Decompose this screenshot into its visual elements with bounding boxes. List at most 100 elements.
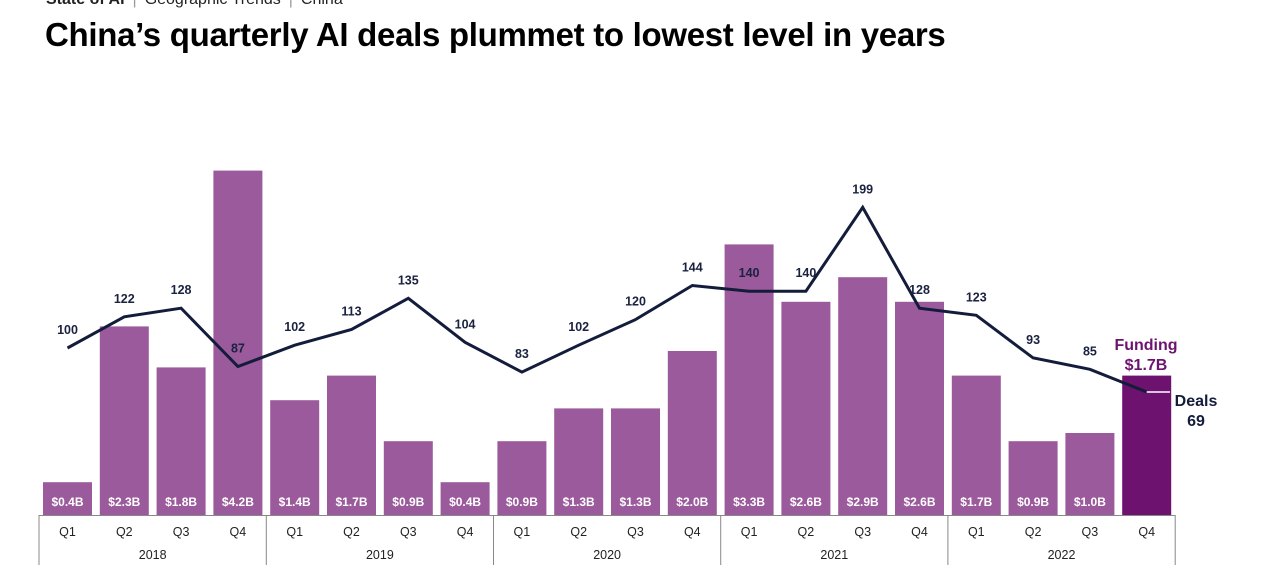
funding-bar bbox=[156, 367, 206, 515]
quarter-tick-label: Q3 bbox=[1082, 525, 1099, 539]
quarter-tick-label: Q4 bbox=[1138, 525, 1155, 539]
deals-callout-label: Deals bbox=[1175, 393, 1218, 410]
funding-bar bbox=[781, 301, 831, 515]
bars-layer bbox=[43, 170, 1172, 515]
funding-bar bbox=[667, 351, 717, 515]
quarter-tick-label: Q4 bbox=[230, 525, 247, 539]
quarter-tick-label: Q1 bbox=[514, 525, 531, 539]
quarter-tick-label: Q1 bbox=[286, 525, 303, 539]
quarter-tick-label: Q2 bbox=[570, 525, 587, 539]
deals-point-label: 120 bbox=[625, 295, 646, 309]
year-tick-label: 2021 bbox=[820, 548, 848, 562]
deals-point-label: 144 bbox=[682, 261, 703, 275]
funding-bar-label: $1.4B bbox=[279, 495, 311, 509]
callout-layer: Funding $1.7B Deals 69 bbox=[1114, 337, 1217, 430]
deals-point-label: 140 bbox=[795, 266, 816, 280]
deals-point-label: 113 bbox=[341, 305, 361, 319]
funding-bar-label: $2.6B bbox=[790, 495, 822, 509]
funding-bar bbox=[1122, 375, 1172, 515]
deals-point-label: 100 bbox=[57, 323, 78, 337]
year-tick-label: 2018 bbox=[139, 548, 167, 562]
deals-point-label: 135 bbox=[398, 273, 419, 287]
breadcrumb-item-state-of-ai[interactable]: State of AI bbox=[46, 0, 125, 8]
quarter-tick-label: Q2 bbox=[116, 525, 133, 539]
funding-bar-label: $0.9B bbox=[392, 495, 424, 509]
funding-bar bbox=[611, 408, 660, 515]
quarter-tick-label: Q2 bbox=[1025, 525, 1042, 539]
quarter-tick-label: Q4 bbox=[911, 525, 928, 539]
funding-bar-label: $1.3B bbox=[563, 495, 595, 509]
funding-bar-label: $2.9B bbox=[847, 495, 879, 509]
funding-bar-label: $2.3B bbox=[108, 495, 140, 509]
funding-bar bbox=[1008, 441, 1058, 515]
quarter-tick-label: Q3 bbox=[173, 525, 190, 539]
funding-bar bbox=[270, 400, 320, 515]
funding-callout-value: $1.7B bbox=[1125, 357, 1168, 374]
axis-layer: Q1 Q2 Q3 Q4 Q1 Q2 Q3 Q4 Q1 Q2 Q3 Q4 Q1 Q2 Q3 Q4 Q1 Q2 Q3 Q4… bbox=[38, 515, 1176, 565]
year-tick-label: 2019 bbox=[366, 548, 394, 562]
funding-bar-label: $2.6B bbox=[903, 495, 935, 509]
funding-bar-label: $0.4B bbox=[51, 495, 83, 509]
funding-bar bbox=[383, 441, 433, 515]
deals-point-label: 128 bbox=[171, 283, 192, 297]
breadcrumb-item-geographic-trends[interactable]: Geographic Trends bbox=[145, 0, 281, 8]
funding-bar-label: $0.9B bbox=[1017, 495, 1049, 509]
funding-callout-label: Funding bbox=[1114, 337, 1177, 354]
funding-bar-label: $1.8B bbox=[165, 495, 197, 509]
year-tick-label: 2022 bbox=[1048, 548, 1076, 562]
deals-line bbox=[66, 204, 1148, 394]
funding-bar-label: $1.3B bbox=[619, 495, 651, 509]
quarter-tick-label: Q1 bbox=[59, 525, 76, 539]
breadcrumb: State of AI | Geographic Trends | China bbox=[46, 0, 343, 9]
breadcrumb-separator: | bbox=[133, 0, 137, 8]
funding-bar bbox=[724, 244, 774, 515]
funding-bar bbox=[440, 482, 490, 515]
funding-bar-label: $0.4B bbox=[449, 495, 481, 509]
deals-point-label: 128 bbox=[909, 283, 930, 297]
quarter-tick-label: Q3 bbox=[400, 525, 417, 539]
breadcrumb-item-china[interactable]: China bbox=[301, 0, 343, 8]
deals-point-label: 102 bbox=[284, 320, 305, 334]
quarter-tick-label: Q2 bbox=[798, 525, 815, 539]
deals-callout-value: 69 bbox=[1187, 413, 1205, 430]
deals-point-label: 123 bbox=[966, 290, 987, 304]
funding-bar bbox=[213, 170, 263, 515]
year-tick-label: 2020 bbox=[593, 548, 621, 562]
funding-bar bbox=[838, 277, 888, 515]
quarter-tick-label: Q1 bbox=[968, 525, 985, 539]
funding-bar bbox=[43, 482, 92, 515]
breadcrumb-separator: | bbox=[289, 0, 293, 8]
deals-point-label: 199 bbox=[852, 182, 873, 196]
funding-bar-label: $2.0B bbox=[676, 495, 708, 509]
funding-bar bbox=[554, 408, 604, 515]
funding-bar bbox=[99, 326, 149, 515]
deals-point-label: 102 bbox=[568, 320, 589, 334]
funding-bar bbox=[327, 375, 376, 515]
funding-bar-label: $0.9B bbox=[506, 495, 538, 509]
funding-bar bbox=[895, 301, 944, 515]
deals-point-label: 104 bbox=[455, 317, 476, 331]
quarter-tick-label: Q3 bbox=[627, 525, 644, 539]
deals-point-label: 140 bbox=[739, 266, 760, 280]
page-title: China’s quarterly AI deals plummet to lo… bbox=[45, 16, 946, 53]
funding-bar bbox=[497, 441, 547, 515]
deals-point-label: 85 bbox=[1083, 344, 1097, 358]
funding-bar-label: $1.7B bbox=[960, 495, 992, 509]
funding-bar-label: $1.7B bbox=[335, 495, 367, 509]
deals-point-label: 87 bbox=[231, 342, 245, 356]
deals-point-label: 83 bbox=[515, 347, 529, 361]
deals-point-label: 93 bbox=[1026, 333, 1040, 347]
labels-layer: $0.4B 100 $2.3B 122 $1.8B 128 $4.2B 87 $1.4B 102 $… bbox=[51, 182, 1106, 509]
deals-point-label: 122 bbox=[114, 292, 135, 306]
funding-bar-label: $4.2B bbox=[222, 495, 254, 509]
quarter-tick-label: Q4 bbox=[457, 525, 474, 539]
line-layer bbox=[66, 204, 1170, 394]
funding-bar-label: $3.3B bbox=[733, 495, 765, 509]
quarter-tick-label: Q1 bbox=[741, 525, 758, 539]
quarter-tick-label: Q4 bbox=[684, 525, 701, 539]
funding-bar-label: $1.0B bbox=[1074, 495, 1106, 509]
funding-bar bbox=[951, 375, 1001, 515]
funding-bar bbox=[1065, 433, 1115, 515]
quarter-tick-label: Q2 bbox=[343, 525, 360, 539]
